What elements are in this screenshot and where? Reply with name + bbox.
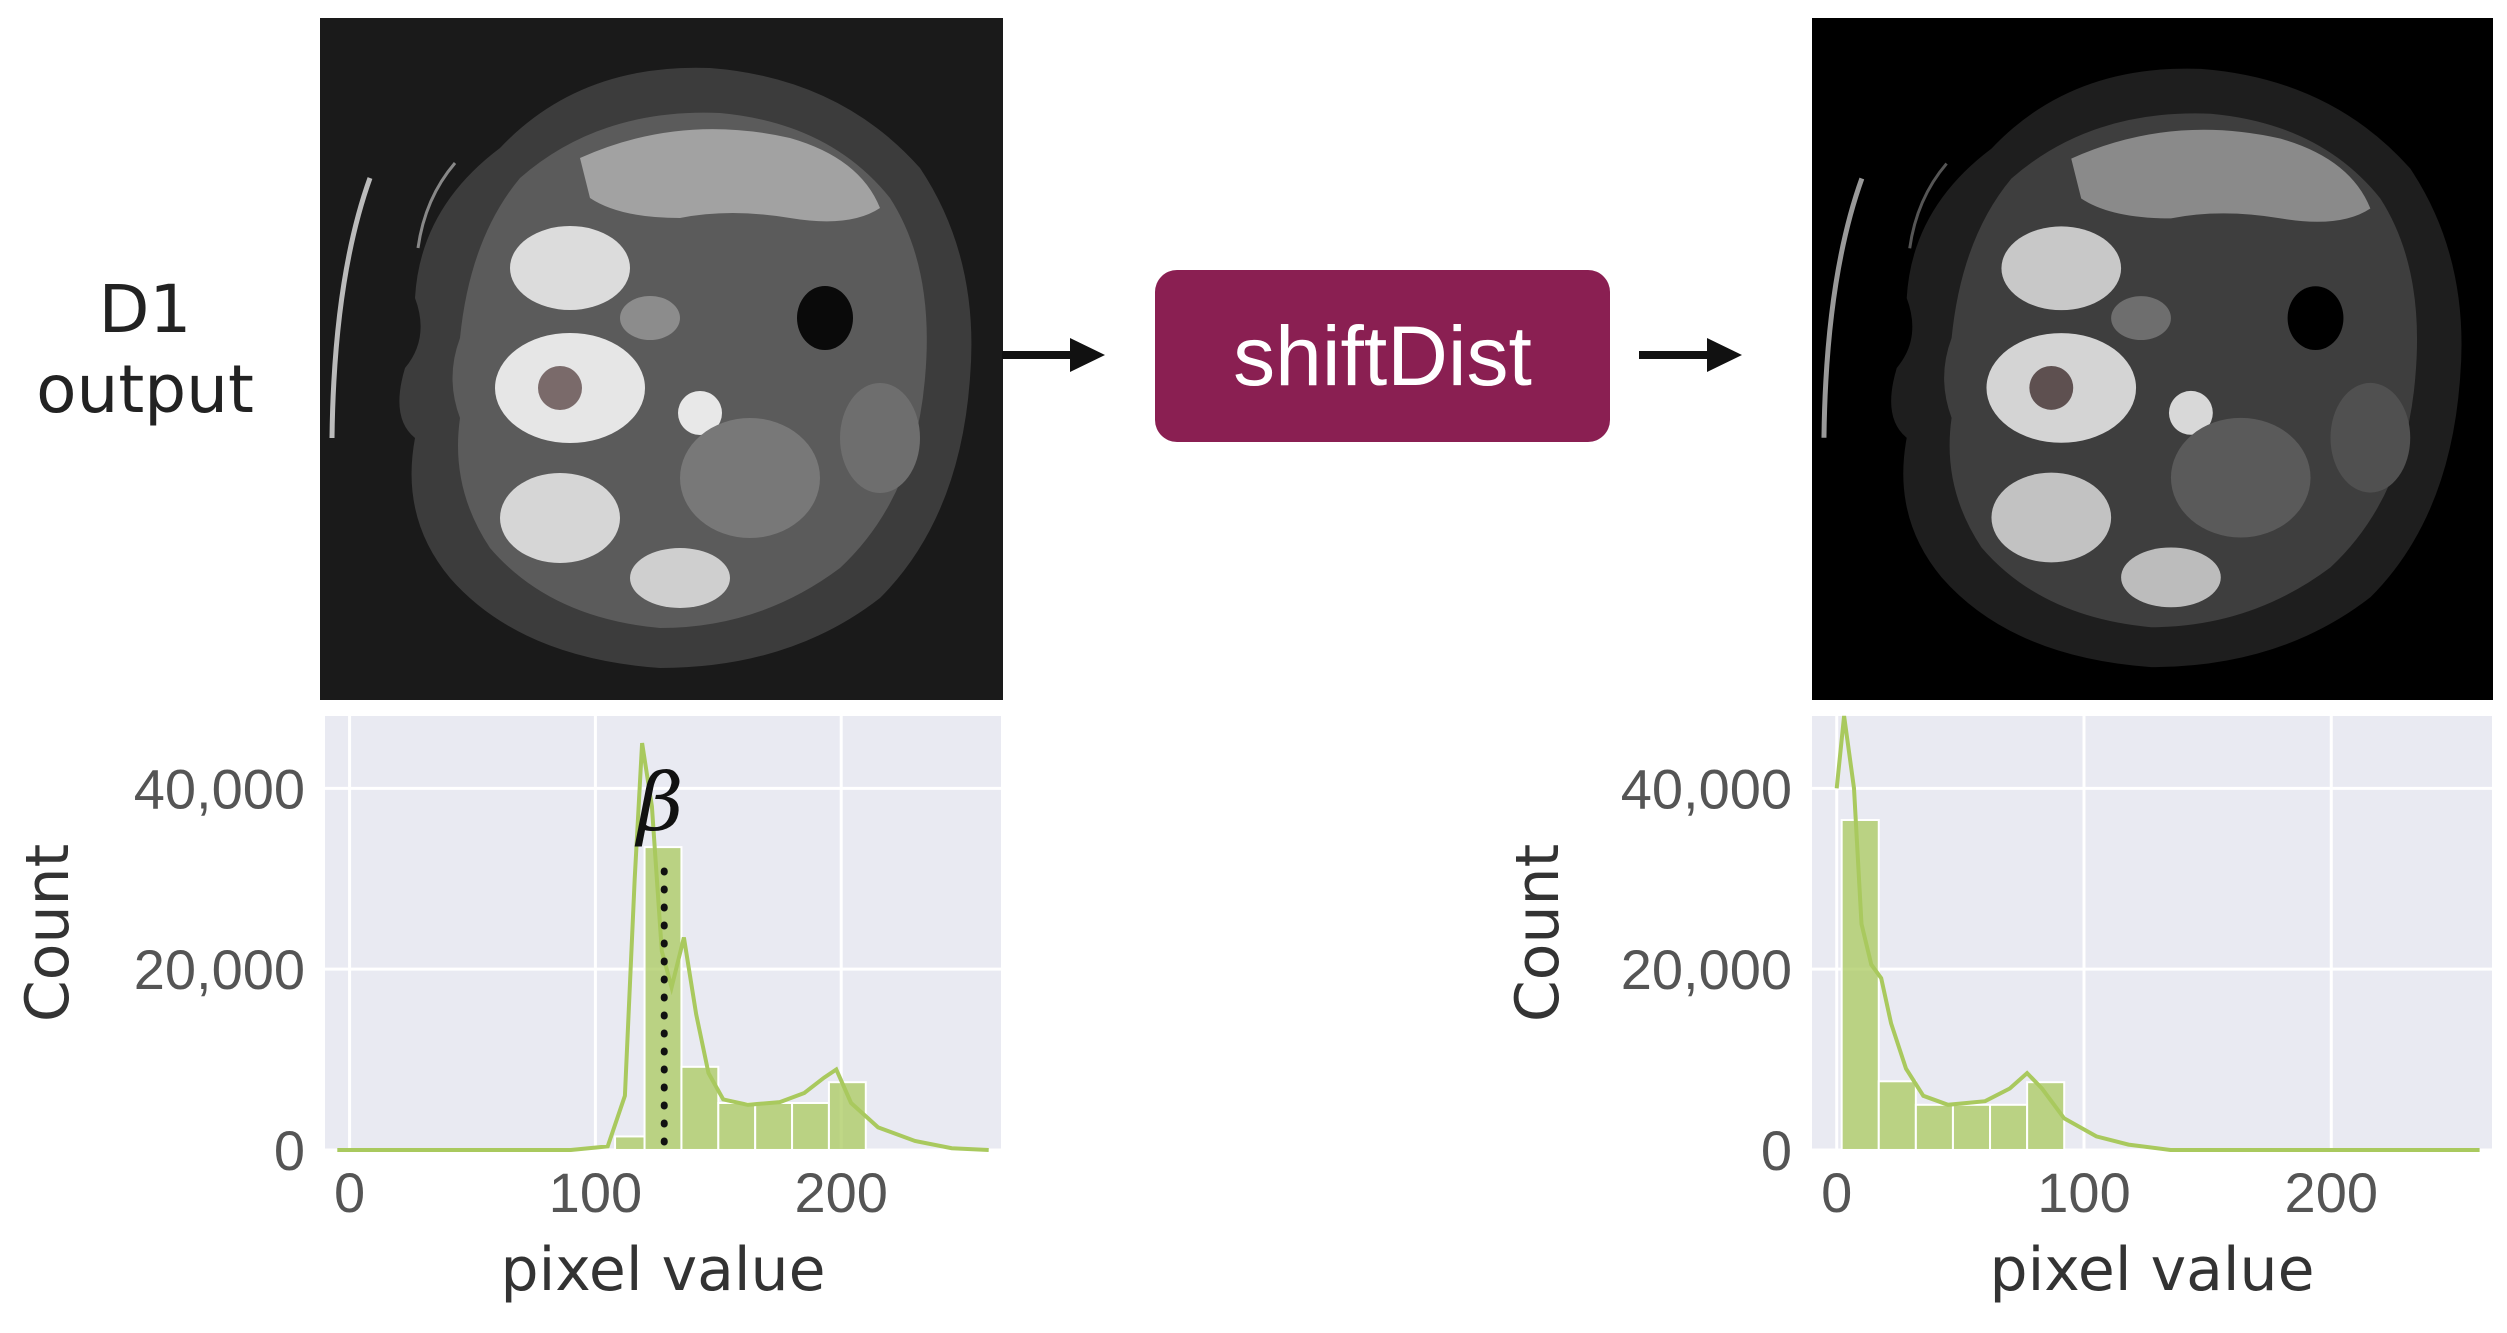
x-tick-label: 0 [1821,1161,1852,1224]
y-tick-label: 20,000 [134,938,305,1001]
x-tick-label: 200 [2285,1161,2378,1224]
histogram-bar [1840,818,1880,1152]
histogram-bar [614,1135,646,1151]
input-label-line2: output [36,351,254,428]
input-ct-image [320,18,1003,700]
histogram-bar [643,846,683,1152]
y-tick-label: 40,000 [134,757,305,820]
x-tick-label: 100 [549,1161,642,1224]
arrow-icon [1000,330,1110,380]
x-tick-label: 200 [794,1161,887,1224]
kde-line [337,742,989,1152]
input-label-line1: D1 [98,271,192,348]
histogram-bar [1914,1103,1954,1151]
shiftdist-label: shiftDist [1233,308,1532,403]
y-tick-label: 20,000 [1621,938,1792,1001]
kde-line [1834,715,2480,1152]
shiftdist-box: shiftDist [1155,270,1610,442]
output-histogram: 0 100 200 0 20,000 40,000 pixel value Count [1500,700,2507,1333]
histogram-bar [1989,1103,2029,1151]
arrow-icon [1637,330,1747,380]
y-tick-label: 0 [1761,1119,1792,1182]
output-ct-image [1812,18,2493,700]
histogram-bar [717,1101,757,1152]
histogram-bar [754,1101,794,1152]
input-histogram: β 0 100 200 0 20,000 40,000 pixel value Count [0,700,1100,1333]
beta-label: β [634,756,683,849]
x-axis-label: pixel value [501,1235,826,1305]
y-axis-label: Count [13,844,83,1022]
histogram-bar [791,1101,830,1152]
y-tick-label: 0 [274,1119,305,1182]
x-axis-label: pixel value [1990,1235,2315,1305]
x-tick-label: 0 [334,1161,365,1224]
input-label: D1 output [0,270,290,430]
y-axis-label: Count [1503,844,1573,1022]
histogram-bar [1877,1080,1917,1151]
histogram-bar [1951,1103,1992,1151]
y-tick-label: 40,000 [1621,757,1792,820]
x-tick-label: 100 [2037,1161,2130,1224]
